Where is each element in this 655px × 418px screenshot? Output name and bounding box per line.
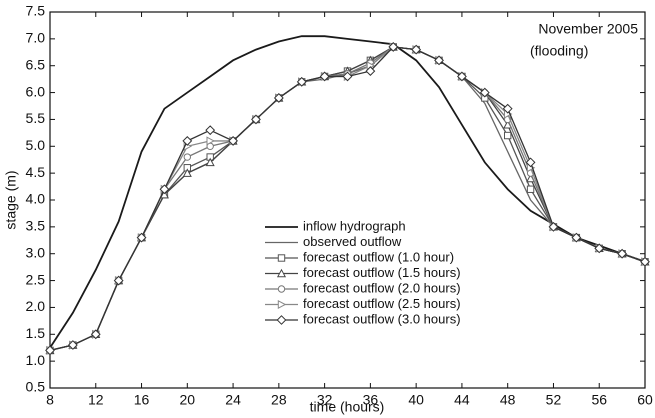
y-tick-label: 3.5 — [26, 218, 46, 234]
x-tick-label: 8 — [46, 392, 54, 408]
x-tick-label: 12 — [88, 392, 104, 408]
x-axis-label: time (hours) — [310, 399, 385, 415]
marker — [479, 87, 490, 98]
legend-label: forecast outflow (1.0 hour) — [303, 249, 454, 264]
marker — [136, 232, 147, 243]
x-tick-label: 60 — [637, 392, 653, 408]
annotation: November 2005 — [538, 21, 638, 37]
marker — [182, 136, 193, 146]
marker — [206, 136, 215, 146]
marker — [411, 44, 422, 55]
marker — [526, 185, 535, 193]
y-tick-label: 3.0 — [26, 244, 46, 260]
marker — [183, 153, 192, 161]
marker — [277, 299, 287, 310]
marker — [342, 71, 353, 82]
legend-label: forecast outflow (2.5 hours) — [303, 296, 461, 311]
legend-label: observed outflow — [303, 234, 402, 249]
x-tick-label: 56 — [591, 392, 607, 408]
y-tick-label: 5.0 — [26, 137, 46, 153]
marker — [503, 131, 512, 140]
legend-label: forecast outflow (2.0 hours) — [303, 280, 461, 295]
y-tick-label: 0.5 — [26, 379, 46, 395]
marker — [277, 285, 286, 293]
marker — [277, 254, 286, 262]
y-tick-label: 6.5 — [26, 56, 46, 72]
legend-label: forecast outflow (3.0 hours) — [303, 311, 461, 326]
marker — [251, 114, 261, 125]
marker — [365, 66, 376, 76]
y-tick-label: 7.0 — [26, 30, 46, 46]
y-tick-label: 6.0 — [26, 83, 46, 99]
marker — [502, 103, 513, 114]
x-tick-label: 16 — [134, 392, 150, 408]
x-tick-label: 32 — [317, 392, 333, 408]
x-tick-label: 20 — [180, 392, 196, 408]
marker — [434, 55, 444, 66]
y-tick-label: 4.0 — [26, 191, 46, 207]
annotation: (flooding) — [530, 43, 588, 59]
legend-label: inflow hydrograph — [303, 218, 406, 233]
marker — [276, 315, 287, 325]
marker — [228, 136, 238, 146]
marker — [296, 76, 307, 87]
marker — [594, 243, 605, 254]
marker — [90, 329, 101, 340]
marker — [319, 71, 330, 82]
y-tick-label: 4.5 — [26, 164, 46, 180]
series-line — [49, 35, 646, 349]
marker — [45, 345, 55, 356]
marker — [113, 275, 124, 286]
y-tick-label: 1.0 — [26, 352, 46, 368]
marker — [388, 42, 399, 52]
marker — [457, 71, 467, 82]
legend-label: forecast outflow (1.5 hours) — [303, 265, 461, 280]
marker — [571, 232, 582, 243]
x-tick-label: 48 — [500, 392, 516, 408]
y-axis-label: stage (m) — [3, 170, 19, 229]
y-tick-label: 2.5 — [26, 271, 46, 287]
marker — [525, 157, 536, 168]
y-tick-label: 1.5 — [26, 325, 46, 341]
y-tick-label: 2.0 — [26, 298, 46, 314]
marker — [640, 256, 650, 267]
x-tick-label: 36 — [363, 392, 379, 408]
y-tick-label: 5.5 — [26, 110, 46, 126]
marker — [617, 248, 628, 259]
marker — [205, 157, 215, 167]
marker — [159, 184, 170, 195]
marker — [182, 168, 192, 177]
marker — [67, 340, 78, 350]
marker — [548, 221, 559, 232]
y-tick-label: 7.5 — [26, 3, 46, 19]
x-tick-label: 52 — [546, 392, 562, 408]
x-tick-label: 28 — [271, 392, 287, 408]
marker — [276, 268, 287, 278]
x-tick-label: 24 — [225, 392, 241, 408]
marker — [273, 93, 284, 103]
marker — [205, 125, 216, 136]
x-tick-label: 40 — [408, 392, 424, 408]
x-tick-label: 44 — [454, 392, 470, 408]
